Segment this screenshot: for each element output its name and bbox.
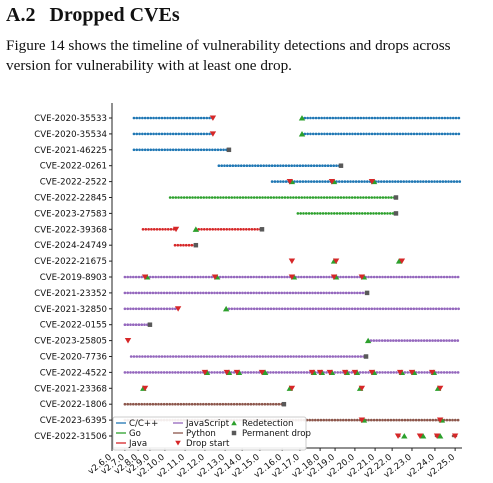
permanent-drop	[338, 163, 344, 168]
legend-box	[112, 416, 307, 451]
redetection	[298, 115, 306, 121]
drop-start	[233, 369, 241, 376]
drop-start	[396, 369, 404, 376]
y-tick-label: CVE-2021-46225	[34, 146, 107, 156]
legend-swatch	[231, 430, 237, 436]
drop-start	[433, 433, 441, 439]
drop-start	[288, 385, 296, 392]
drop-start	[358, 417, 366, 423]
drop-start	[326, 369, 334, 376]
paragraph: Figure 14 shows the timeline of vulnerab…	[6, 37, 451, 74]
drop-start	[316, 369, 324, 376]
y-tick-label: CVE-2023-27583	[34, 209, 107, 219]
legend-label: Drop start	[186, 439, 230, 449]
redetection	[261, 369, 269, 375]
redetection	[364, 337, 372, 344]
y-tick-label: CVE-2021-23368	[34, 384, 107, 394]
y-tick-label: CVE-2020-35533	[34, 114, 107, 124]
legend-label: Python	[186, 429, 216, 439]
legend-label: JavaScript	[185, 419, 230, 429]
redetection	[298, 131, 306, 137]
permanent-drop	[281, 401, 287, 407]
drop-start	[124, 338, 132, 344]
y-tick-label: CVE-2023-25805	[34, 337, 107, 347]
drop-start	[358, 385, 366, 392]
permanent-drop	[226, 147, 232, 153]
y-tick-label: CVE-2022-0261	[40, 162, 107, 172]
drop-start	[358, 274, 366, 280]
y-tick-label: CVE-2024-24749	[34, 241, 107, 251]
drop-start	[451, 433, 459, 439]
redetection	[436, 433, 444, 439]
y-tick-label: CVE-2022-2522	[40, 178, 107, 188]
drop-start	[436, 385, 444, 392]
y-tick-label: CVE-2021-32850	[34, 305, 107, 315]
permanent-drop	[363, 354, 369, 359]
drop-start	[141, 274, 149, 280]
drop-start	[368, 369, 376, 376]
drop-start	[416, 433, 424, 439]
y-tick-label: CVE-2019-8903	[40, 273, 107, 283]
drop-start	[408, 369, 416, 376]
legend-swatch	[175, 440, 181, 446]
y-tick-label: CVE-2022-22845	[34, 194, 107, 204]
drop-start	[328, 179, 336, 185]
legend-swatch	[231, 420, 237, 426]
redetection	[192, 226, 200, 232]
legend-label: Go	[129, 429, 141, 439]
permanent-drop	[364, 290, 370, 296]
drop-start	[288, 274, 296, 280]
y-tick-label: CVE-2022-21675	[34, 257, 107, 267]
drop-start	[332, 258, 340, 264]
drop-start	[341, 369, 349, 376]
drop-start	[201, 369, 209, 376]
y-tick-label: CVE-2021-23352	[34, 289, 107, 299]
legend-label: Java	[128, 439, 147, 449]
legend-label: Redetection	[242, 419, 293, 429]
y-tick-label: CVE-2020-7736	[40, 353, 107, 363]
permanent-drop	[393, 195, 399, 200]
redetection	[401, 433, 408, 439]
drop-start	[351, 369, 359, 376]
drop-start	[174, 306, 182, 312]
y-tick-label: CVE-2023-6395	[40, 416, 107, 426]
redetection	[395, 258, 403, 264]
legend-label: Permanent drop	[242, 429, 311, 439]
section-heading: A.2 Dropped CVEs	[6, 4, 194, 27]
drop-start	[428, 369, 436, 376]
drop-start	[258, 369, 266, 376]
redetection	[419, 433, 427, 439]
drop-start	[223, 369, 231, 376]
y-tick-label: CVE-2020-35534	[34, 130, 107, 140]
redetection	[222, 305, 230, 312]
drop-start	[141, 385, 149, 392]
y-tick-label: CVE-2022-31506	[34, 432, 107, 442]
drop-start	[286, 179, 294, 185]
permanent-drop	[193, 242, 199, 248]
drop-start	[308, 369, 316, 376]
drop-start	[209, 115, 217, 121]
drop-start	[211, 274, 219, 280]
permanent-drop	[393, 211, 399, 216]
drop-start	[368, 179, 376, 185]
y-tick-label: CVE-2022-0155	[40, 321, 107, 331]
y-tick-label: CVE-2022-39368	[34, 225, 107, 235]
drop-start	[209, 131, 217, 137]
drop-start	[330, 274, 338, 280]
legend-label: C/C++	[129, 419, 158, 429]
y-tick-label: CVE-2022-4522	[40, 368, 107, 378]
drop-start	[394, 433, 402, 439]
permanent-drop	[259, 227, 265, 232]
drop-start	[172, 226, 180, 233]
drop-start	[436, 417, 444, 423]
drop-start	[288, 258, 296, 264]
drop-start	[398, 258, 406, 264]
y-tick-label: CVE-2022-1806	[40, 400, 107, 410]
section-number: A.2	[6, 4, 36, 26]
permanent-drop	[147, 322, 153, 327]
section-title: Dropped CVEs	[49, 4, 180, 26]
